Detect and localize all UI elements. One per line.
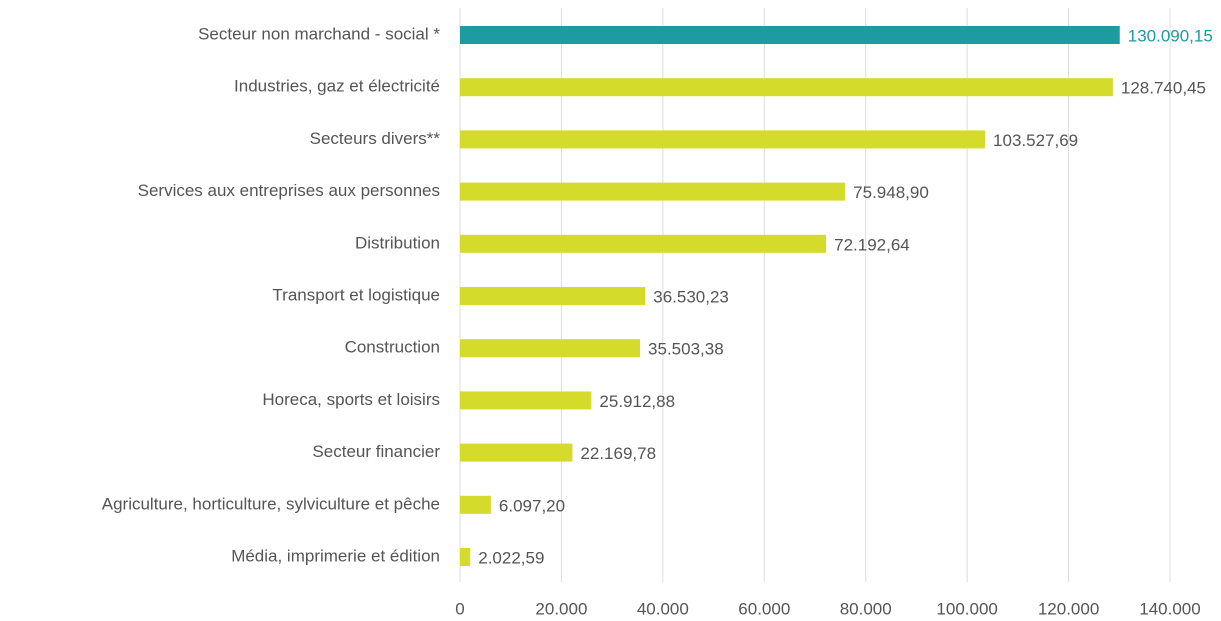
y-tick-label: Transport et logistique <box>272 285 440 304</box>
bar <box>460 287 646 305</box>
bar <box>460 182 846 201</box>
x-tick-label: 100.000 <box>936 599 997 618</box>
y-tick-label: Secteur non marchand - social * <box>198 24 440 43</box>
value-label: 22.169,78 <box>580 444 656 463</box>
y-tick-label: Média, imprimerie et édition <box>231 546 440 565</box>
bar <box>460 130 986 149</box>
value-label: 128.740,45 <box>1121 79 1206 98</box>
y-tick-label: Services aux entreprises aux personnes <box>138 181 440 200</box>
value-label: 6.097,20 <box>499 496 565 515</box>
y-tick-label: Distribution <box>355 233 440 252</box>
x-tick-label: 0 <box>455 599 464 618</box>
y-tick-label: Industries, gaz et électricité <box>234 77 440 96</box>
bar <box>460 78 1113 97</box>
value-label: 36.530,23 <box>653 287 729 306</box>
x-tick-label: 20.000 <box>535 599 587 618</box>
bar <box>460 339 641 358</box>
value-label: 2.022,59 <box>478 548 544 567</box>
value-label: 72.192,64 <box>834 235 910 254</box>
value-label: 103.527,69 <box>993 131 1078 150</box>
bar <box>460 548 471 566</box>
x-tick-label: 140.000 <box>1139 599 1200 618</box>
y-tick-label: Horeca, sports et loisirs <box>262 390 440 409</box>
bar <box>460 234 827 253</box>
x-tick-label: 60.000 <box>738 599 790 618</box>
value-label: 25.912,88 <box>599 392 675 411</box>
bar <box>460 495 491 514</box>
x-tick-label: 40.000 <box>637 599 689 618</box>
value-label: 130.090,15 <box>1128 26 1213 45</box>
bar <box>460 443 573 462</box>
x-tick-label: 120.000 <box>1038 599 1099 618</box>
y-tick-label: Construction <box>345 338 440 357</box>
y-tick-label: Agriculture, horticulture, sylviculture … <box>102 494 440 513</box>
x-tick-label: 80.000 <box>840 599 892 618</box>
y-tick-label: Secteur financier <box>312 442 440 461</box>
bar <box>460 26 1120 44</box>
bar <box>460 391 592 410</box>
y-tick-label: Secteurs divers** <box>310 129 441 148</box>
value-label: 35.503,38 <box>648 340 724 359</box>
value-label: 75.948,90 <box>853 183 929 202</box>
